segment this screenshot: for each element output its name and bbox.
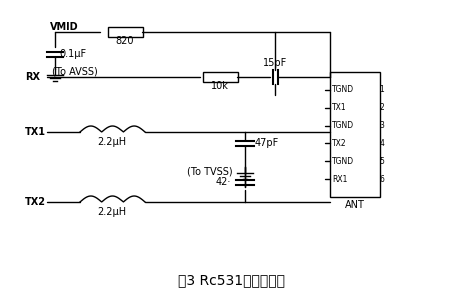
Bar [108, 27, 142, 37]
Bar [202, 72, 237, 82]
Text: 15pF: 15pF [263, 58, 287, 68]
Text: 2.2μH: 2.2μH [97, 137, 127, 147]
Text: TGND: TGND [332, 121, 354, 130]
Text: 4: 4 [379, 139, 384, 148]
Text: TGND: TGND [332, 85, 354, 94]
Text: TX2: TX2 [332, 139, 346, 148]
Text: TX1: TX1 [332, 103, 346, 112]
Text: TGND: TGND [332, 157, 354, 166]
Text: 2.2μH: 2.2μH [97, 207, 127, 217]
Text: 10k: 10k [211, 81, 229, 91]
Text: 820: 820 [116, 36, 134, 46]
Text: 3: 3 [379, 121, 384, 130]
Text: 42·: 42· [215, 177, 231, 187]
Text: TX1: TX1 [25, 127, 46, 137]
Text: VMID: VMID [50, 22, 79, 32]
Bar [330, 72, 380, 197]
Text: RX1: RX1 [332, 175, 347, 184]
Text: 6: 6 [379, 175, 384, 184]
Text: RX: RX [25, 72, 40, 82]
Text: 1: 1 [379, 85, 384, 94]
Text: ANT: ANT [345, 200, 365, 210]
Text: 2: 2 [379, 103, 384, 112]
Text: 图3 Rc531的天线设计: 图3 Rc531的天线设计 [177, 273, 285, 287]
Text: (To AVSS): (To AVSS) [52, 67, 98, 77]
Text: 0.1μF: 0.1μF [60, 49, 86, 59]
Text: 47pF: 47pF [255, 138, 279, 148]
Text: TX2: TX2 [25, 197, 46, 207]
Text: 5: 5 [379, 157, 384, 166]
Text: (To TVSS): (To TVSS) [187, 167, 233, 177]
